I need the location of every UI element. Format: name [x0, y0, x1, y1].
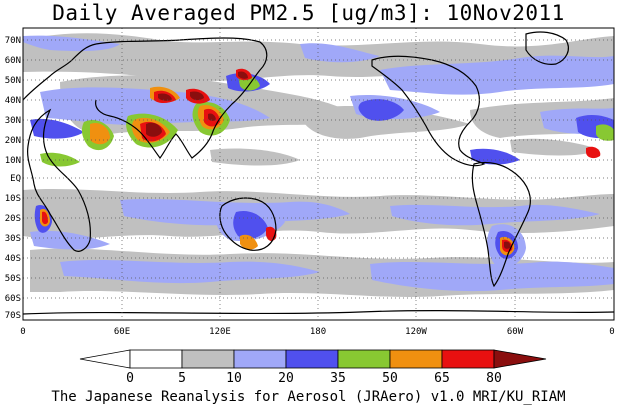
pm25-level-80-plus	[146, 71, 511, 249]
lat-label: EQ	[10, 174, 21, 184]
lat-label: 60S	[5, 294, 21, 304]
lon-label: 120W	[405, 327, 427, 337]
coastline-africa-europe	[23, 43, 97, 252]
latitude-axis: 70N 60N 50N 40N 30N 20N 10N EQ 10S 20S 3…	[5, 36, 21, 321]
map-frame	[22, 27, 615, 321]
lat-label: 50N	[5, 76, 21, 86]
colorbar-tick-label: 20	[278, 371, 294, 386]
colorbar-tick-label: 35	[330, 371, 346, 386]
lat-label: 60N	[5, 56, 21, 66]
lat-label: 40N	[5, 96, 21, 106]
colorbar-tick-label: 5	[178, 371, 186, 386]
lat-label: 40S	[5, 254, 21, 264]
colorbar-segment	[337, 349, 391, 369]
lon-label: 0	[609, 327, 614, 337]
coastlines	[23, 31, 614, 315]
lat-label: 70S	[5, 311, 21, 321]
colorbar-segment	[233, 349, 287, 369]
lat-label: 10S	[5, 194, 21, 204]
lon-label: 180	[310, 327, 326, 337]
lat-label: 50S	[5, 274, 21, 284]
colorbar-min-arrow	[79, 349, 131, 369]
colorbar-max-arrow	[493, 349, 547, 369]
colorbar-tick-label: 80	[486, 371, 502, 386]
lat-label: 70N	[5, 36, 21, 46]
coastline-asia	[95, 37, 268, 160]
lat-label: 20S	[5, 214, 21, 224]
lon-label: 60W	[507, 327, 524, 337]
coastline-antarctica	[23, 309, 614, 315]
colorbar-segment	[181, 349, 235, 369]
colorbar-segment	[441, 349, 495, 369]
colorbar-tick-label: 10	[226, 371, 242, 386]
lat-label: 30N	[5, 116, 21, 126]
coastline-north-america	[371, 55, 486, 167]
lon-label: 60E	[114, 327, 130, 337]
coastline-south-america	[471, 161, 531, 288]
colorbar-tick-label: 0	[126, 371, 134, 386]
map-graticule	[23, 28, 614, 320]
lon-label: 120E	[209, 327, 231, 337]
lat-label: 20N	[5, 136, 21, 146]
lat-label: 10N	[5, 156, 21, 166]
coastline-australia	[219, 197, 277, 251]
pm25-field	[23, 31, 614, 315]
data-source-credit: The Japanese Reanalysis for Aerosol (JRA…	[51, 389, 566, 405]
longitude-axis: 0 60E 120E 180 120W 60W 0	[20, 327, 614, 337]
lat-label: 30S	[5, 234, 21, 244]
colorbar-tick-label: 50	[382, 371, 398, 386]
colorbar-segment	[129, 349, 183, 369]
colorbar-segment	[389, 349, 443, 369]
colorbar-segment	[285, 349, 339, 369]
colorbar-tick-label: 65	[434, 371, 450, 386]
colorbar: 0 5 10 20 35 50 65 80	[79, 349, 547, 386]
lon-label: 0	[20, 327, 25, 337]
chart-title: Daily Averaged PM2.5 [ug/m3]: 10Nov2011	[52, 1, 565, 25]
map-panel: 70N 60N 50N 40N 30N 20N 10N EQ 10S 20S 3…	[5, 27, 615, 337]
